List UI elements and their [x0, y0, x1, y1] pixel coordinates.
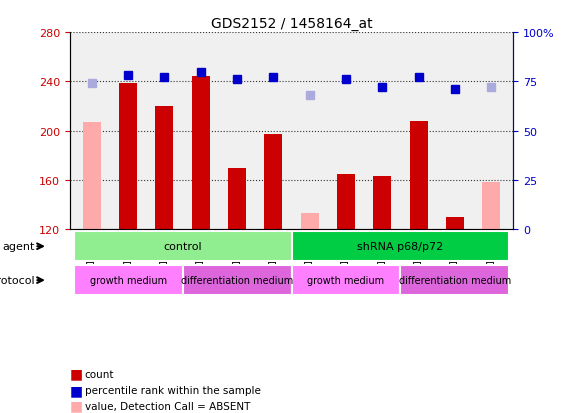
Bar: [228, 168, 246, 230]
FancyBboxPatch shape: [292, 231, 510, 262]
Text: control: control: [163, 242, 202, 252]
Text: percentile rank within the sample: percentile rank within the sample: [85, 385, 261, 395]
Text: growth medium: growth medium: [90, 275, 167, 285]
Bar: [409, 121, 428, 230]
FancyBboxPatch shape: [73, 265, 182, 296]
Text: differentiation medium: differentiation medium: [181, 275, 293, 285]
FancyBboxPatch shape: [292, 265, 401, 296]
Text: growth medium: growth medium: [307, 275, 385, 285]
Bar: [192, 77, 210, 230]
Text: ■: ■: [70, 383, 83, 397]
Text: ■: ■: [70, 367, 83, 381]
Text: differentiation medium: differentiation medium: [399, 275, 511, 285]
Text: shRNA p68/p72: shRNA p68/p72: [357, 242, 444, 252]
Bar: [482, 183, 500, 230]
Text: value, Detection Call = ABSENT: value, Detection Call = ABSENT: [85, 401, 250, 411]
Text: growth protocol: growth protocol: [0, 275, 34, 285]
Bar: [301, 214, 319, 230]
Bar: [119, 83, 137, 230]
FancyBboxPatch shape: [401, 265, 510, 296]
Bar: [155, 107, 174, 230]
Title: GDS2152 / 1458164_at: GDS2152 / 1458164_at: [210, 17, 373, 31]
FancyBboxPatch shape: [73, 231, 292, 262]
Text: ■: ■: [70, 399, 83, 413]
Bar: [446, 218, 464, 230]
Text: count: count: [85, 369, 114, 379]
Bar: [337, 174, 355, 230]
Bar: [83, 123, 101, 230]
Bar: [373, 177, 391, 230]
FancyBboxPatch shape: [182, 265, 292, 296]
Text: agent: agent: [2, 242, 34, 252]
Bar: [264, 135, 282, 230]
